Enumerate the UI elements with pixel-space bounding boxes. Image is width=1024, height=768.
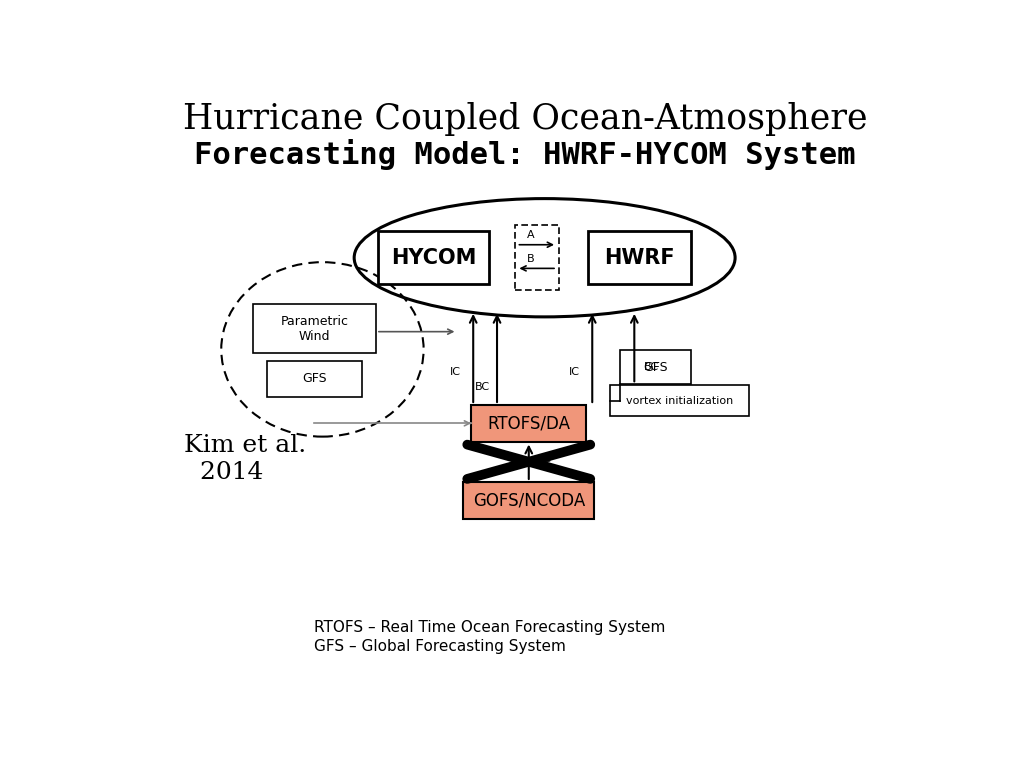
Text: BC: BC	[475, 382, 490, 392]
Text: GFS – Global Forecasting System: GFS – Global Forecasting System	[314, 639, 566, 654]
FancyBboxPatch shape	[610, 386, 749, 416]
Text: Wind: Wind	[299, 330, 331, 343]
Text: IC: IC	[569, 367, 581, 377]
FancyBboxPatch shape	[515, 225, 558, 290]
FancyBboxPatch shape	[378, 231, 489, 284]
FancyBboxPatch shape	[620, 350, 691, 384]
Text: Forecasting Model: HWRF-HYCOM System: Forecasting Model: HWRF-HYCOM System	[195, 139, 855, 170]
Text: GFS: GFS	[302, 372, 327, 386]
Text: Hurricane Coupled Ocean-Atmosphere: Hurricane Coupled Ocean-Atmosphere	[182, 102, 867, 136]
Text: Kim et al.
  2014: Kim et al. 2014	[183, 434, 306, 484]
FancyBboxPatch shape	[588, 231, 691, 284]
Text: RTOFS/DA: RTOFS/DA	[487, 414, 570, 432]
Text: HYCOM: HYCOM	[391, 248, 476, 268]
FancyBboxPatch shape	[463, 482, 594, 518]
Text: IC: IC	[451, 367, 461, 377]
Text: GOFS/NCODA: GOFS/NCODA	[473, 492, 585, 509]
Text: HWRF: HWRF	[604, 248, 675, 268]
FancyBboxPatch shape	[253, 304, 376, 353]
Text: B: B	[527, 254, 535, 264]
Text: RTOFS – Real Time Ocean Forecasting System: RTOFS – Real Time Ocean Forecasting Syst…	[314, 620, 666, 635]
Text: IC: IC	[541, 454, 552, 464]
Text: BC: BC	[644, 362, 659, 372]
FancyBboxPatch shape	[267, 361, 362, 397]
Text: vortex initialization: vortex initialization	[626, 396, 733, 406]
Text: Parametric: Parametric	[281, 315, 348, 327]
FancyBboxPatch shape	[471, 405, 587, 442]
Text: GFS: GFS	[643, 361, 668, 374]
Text: A: A	[527, 230, 535, 240]
